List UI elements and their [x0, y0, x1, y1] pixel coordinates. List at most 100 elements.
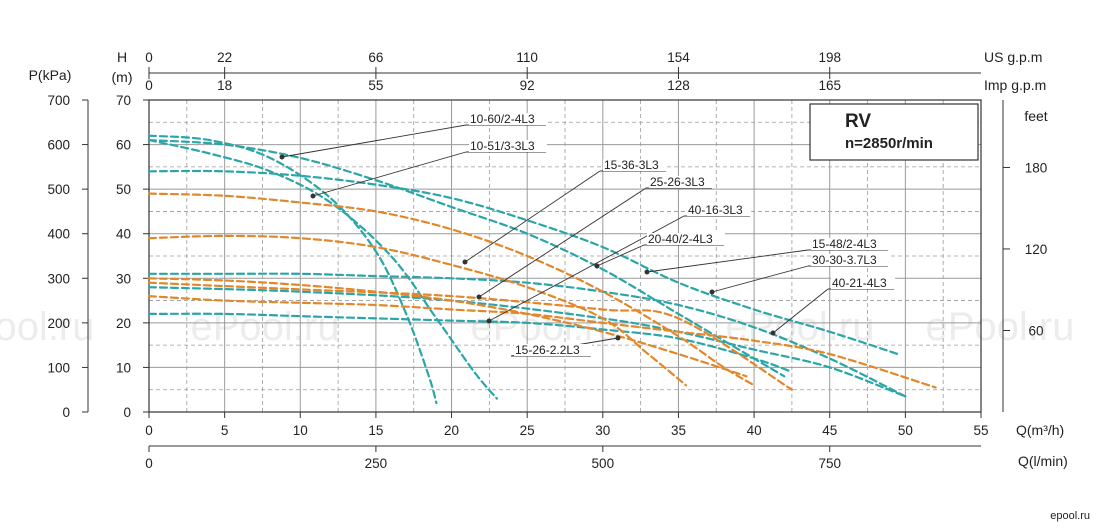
- leader-line: [772, 288, 829, 334]
- curve-15-48-2-4l3: [147, 139, 786, 378]
- label-bg: [603, 159, 668, 171]
- label-bg: [469, 113, 547, 125]
- q-tick-label: 10: [293, 423, 308, 438]
- feet-tick-label: 180: [1025, 160, 1048, 175]
- h-tick-label: 70: [116, 93, 131, 108]
- q-tick-label: 40: [747, 423, 762, 438]
- q-tick-label: 15: [368, 423, 383, 438]
- curve-10-60-2-4l3: [147, 134, 438, 405]
- curve-label: 15-26-2.2L3: [515, 343, 580, 357]
- leader-dot: [615, 335, 621, 341]
- h-axis-unit: (m): [112, 69, 133, 85]
- us-axis-title: US g.p.m: [984, 49, 1042, 65]
- watermark: ePool.ru: [191, 305, 340, 349]
- label-bg: [649, 176, 714, 188]
- imp-tick-label: 18: [217, 78, 232, 93]
- label-bg: [514, 344, 592, 356]
- p-tick-label: 0: [62, 405, 70, 420]
- imp-axis-title: Imp g.p.m: [984, 77, 1046, 93]
- h-tick-label: 50: [116, 182, 131, 197]
- leader-dot: [486, 318, 492, 324]
- curve-unlabeled-11: [147, 281, 793, 391]
- p-tick-label: 500: [47, 182, 70, 197]
- imp-tick-label: 92: [520, 78, 535, 93]
- us-tick-label: 0: [145, 50, 153, 65]
- lmin-tick-label: 500: [592, 456, 615, 471]
- curve-label: 40-21-4L3: [832, 276, 887, 290]
- h-tick-label: 60: [116, 138, 131, 153]
- leader-dot: [310, 193, 316, 199]
- h-tick-label: 40: [116, 227, 131, 242]
- q-axis-title: Q(m³/h): [1016, 422, 1064, 438]
- leader-dot: [770, 330, 776, 336]
- leader-dot: [462, 259, 468, 265]
- h-tick-label: 30: [116, 271, 131, 286]
- leader-line: [464, 170, 601, 263]
- q-tick-label: 35: [671, 423, 686, 438]
- q-tick-label: 5: [221, 423, 229, 438]
- title-box: [809, 103, 979, 161]
- curve-25-26-3l3: [147, 192, 756, 387]
- p-tick-label: 200: [47, 316, 70, 331]
- leader-dot: [644, 269, 650, 275]
- feet-tick-label: 120: [1025, 242, 1048, 257]
- feet-tick-label: 60: [1028, 323, 1043, 338]
- q-tick-label: 50: [898, 423, 913, 438]
- curve-label: 10-60/2-4L3: [470, 112, 535, 126]
- leader-line: [711, 265, 809, 293]
- watermark: ePool.ru: [0, 305, 94, 349]
- h-tick-label: 10: [116, 360, 131, 375]
- p-axis-title: P(kPa): [29, 67, 72, 83]
- label-bg: [831, 277, 896, 289]
- lmin-tick-label: 0: [145, 456, 153, 471]
- curve-label: 15-36-3L3: [604, 158, 659, 172]
- lmin-tick-label: 750: [818, 456, 841, 471]
- q-tick-label: 30: [595, 423, 610, 438]
- imp-tick-label: 55: [368, 78, 383, 93]
- watermark: ePool.ru: [926, 305, 1075, 349]
- chart-title: RV: [845, 111, 871, 132]
- p-tick-label: 100: [47, 360, 70, 375]
- leader-line: [596, 244, 645, 267]
- p-tick-label: 700: [47, 93, 70, 108]
- q-tick-label: 25: [520, 423, 535, 438]
- label-bg: [687, 204, 752, 216]
- leader-dot: [476, 294, 482, 300]
- label-bg: [469, 140, 547, 152]
- curve-15-26-2-2l3: [147, 312, 793, 373]
- us-tick-label: 22: [217, 50, 232, 65]
- p-tick-label: 600: [47, 138, 70, 153]
- label-bg: [811, 238, 889, 250]
- q-tick-label: 0: [145, 423, 153, 438]
- imp-tick-label: 165: [818, 78, 841, 93]
- curve-label: 25-26-3L3: [650, 175, 705, 189]
- lmin-axis-title: Q(l/min): [1018, 453, 1068, 469]
- leader-line: [312, 151, 467, 197]
- chart-subtitle: n=2850r/min: [845, 135, 933, 152]
- curve-label: 15-48/2-4L3: [812, 237, 877, 251]
- h-axis-title: H: [117, 49, 127, 65]
- corner-watermark: epool.ru: [1050, 510, 1090, 522]
- q-tick-label: 20: [444, 423, 459, 438]
- us-tick-label: 66: [368, 50, 383, 65]
- leader-line: [646, 249, 809, 273]
- h-tick-label: 0: [123, 405, 131, 420]
- h-tick-label: 20: [116, 316, 131, 331]
- label-bg: [811, 254, 889, 266]
- us-tick-label: 154: [667, 50, 690, 65]
- imp-tick-label: 128: [667, 78, 690, 93]
- curve-15-36-3l3: [147, 169, 899, 356]
- curves: [147, 134, 937, 405]
- curve-10-51-3-3l3: [147, 139, 498, 400]
- feet-axis-title: feet: [1024, 108, 1047, 124]
- imp-tick-label: 0: [145, 78, 153, 93]
- curve-labels: 10-60/2-4L3 10-51/3-3L3 15-36-3L3 25-26-3L3…: [279, 112, 896, 357]
- p-tick-label: 300: [47, 271, 70, 286]
- us-tick-label: 110: [516, 50, 538, 65]
- lmin-tick-label: 250: [365, 456, 388, 471]
- curve-label: 40-16-3L3: [688, 203, 743, 217]
- leader-dot: [594, 263, 600, 269]
- leader-line: [478, 187, 647, 298]
